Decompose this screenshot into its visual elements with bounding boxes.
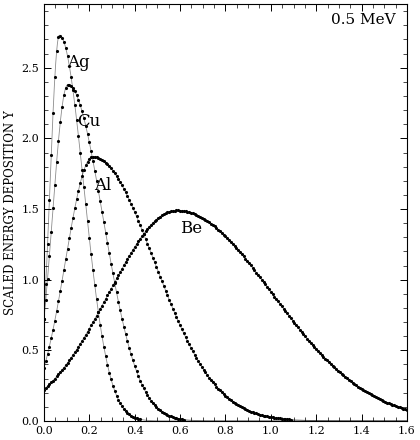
Y-axis label: SCALED ENERGY DEPOSITION Y: SCALED ENERGY DEPOSITION Y xyxy=(4,110,17,315)
Text: 0.5 MeV: 0.5 MeV xyxy=(331,12,396,26)
Text: Be: Be xyxy=(180,220,202,237)
Text: Ag: Ag xyxy=(67,54,89,70)
Text: Al: Al xyxy=(94,176,111,194)
Text: Cu: Cu xyxy=(77,113,100,130)
